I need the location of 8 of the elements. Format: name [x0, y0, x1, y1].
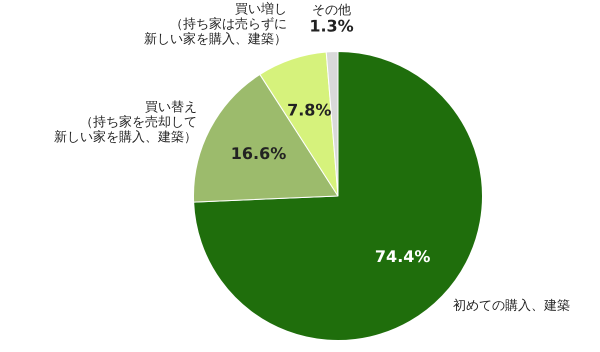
slice-label: 初めての購入、建築 [452, 298, 570, 314]
data-label: 74.4% [374, 247, 430, 266]
data-label: 7.8% [287, 100, 332, 120]
slice-label: その他 [312, 3, 352, 18]
slice-label: 買い替え（持ち家を売却して新しい家を購入、建築） [54, 100, 197, 146]
data-label: 16.6% [230, 144, 286, 163]
slice-label: 買い増し（持ち家は売らずに新しい家を購入、建築） [144, 0, 288, 47]
data-label: 1.3% [309, 16, 354, 36]
